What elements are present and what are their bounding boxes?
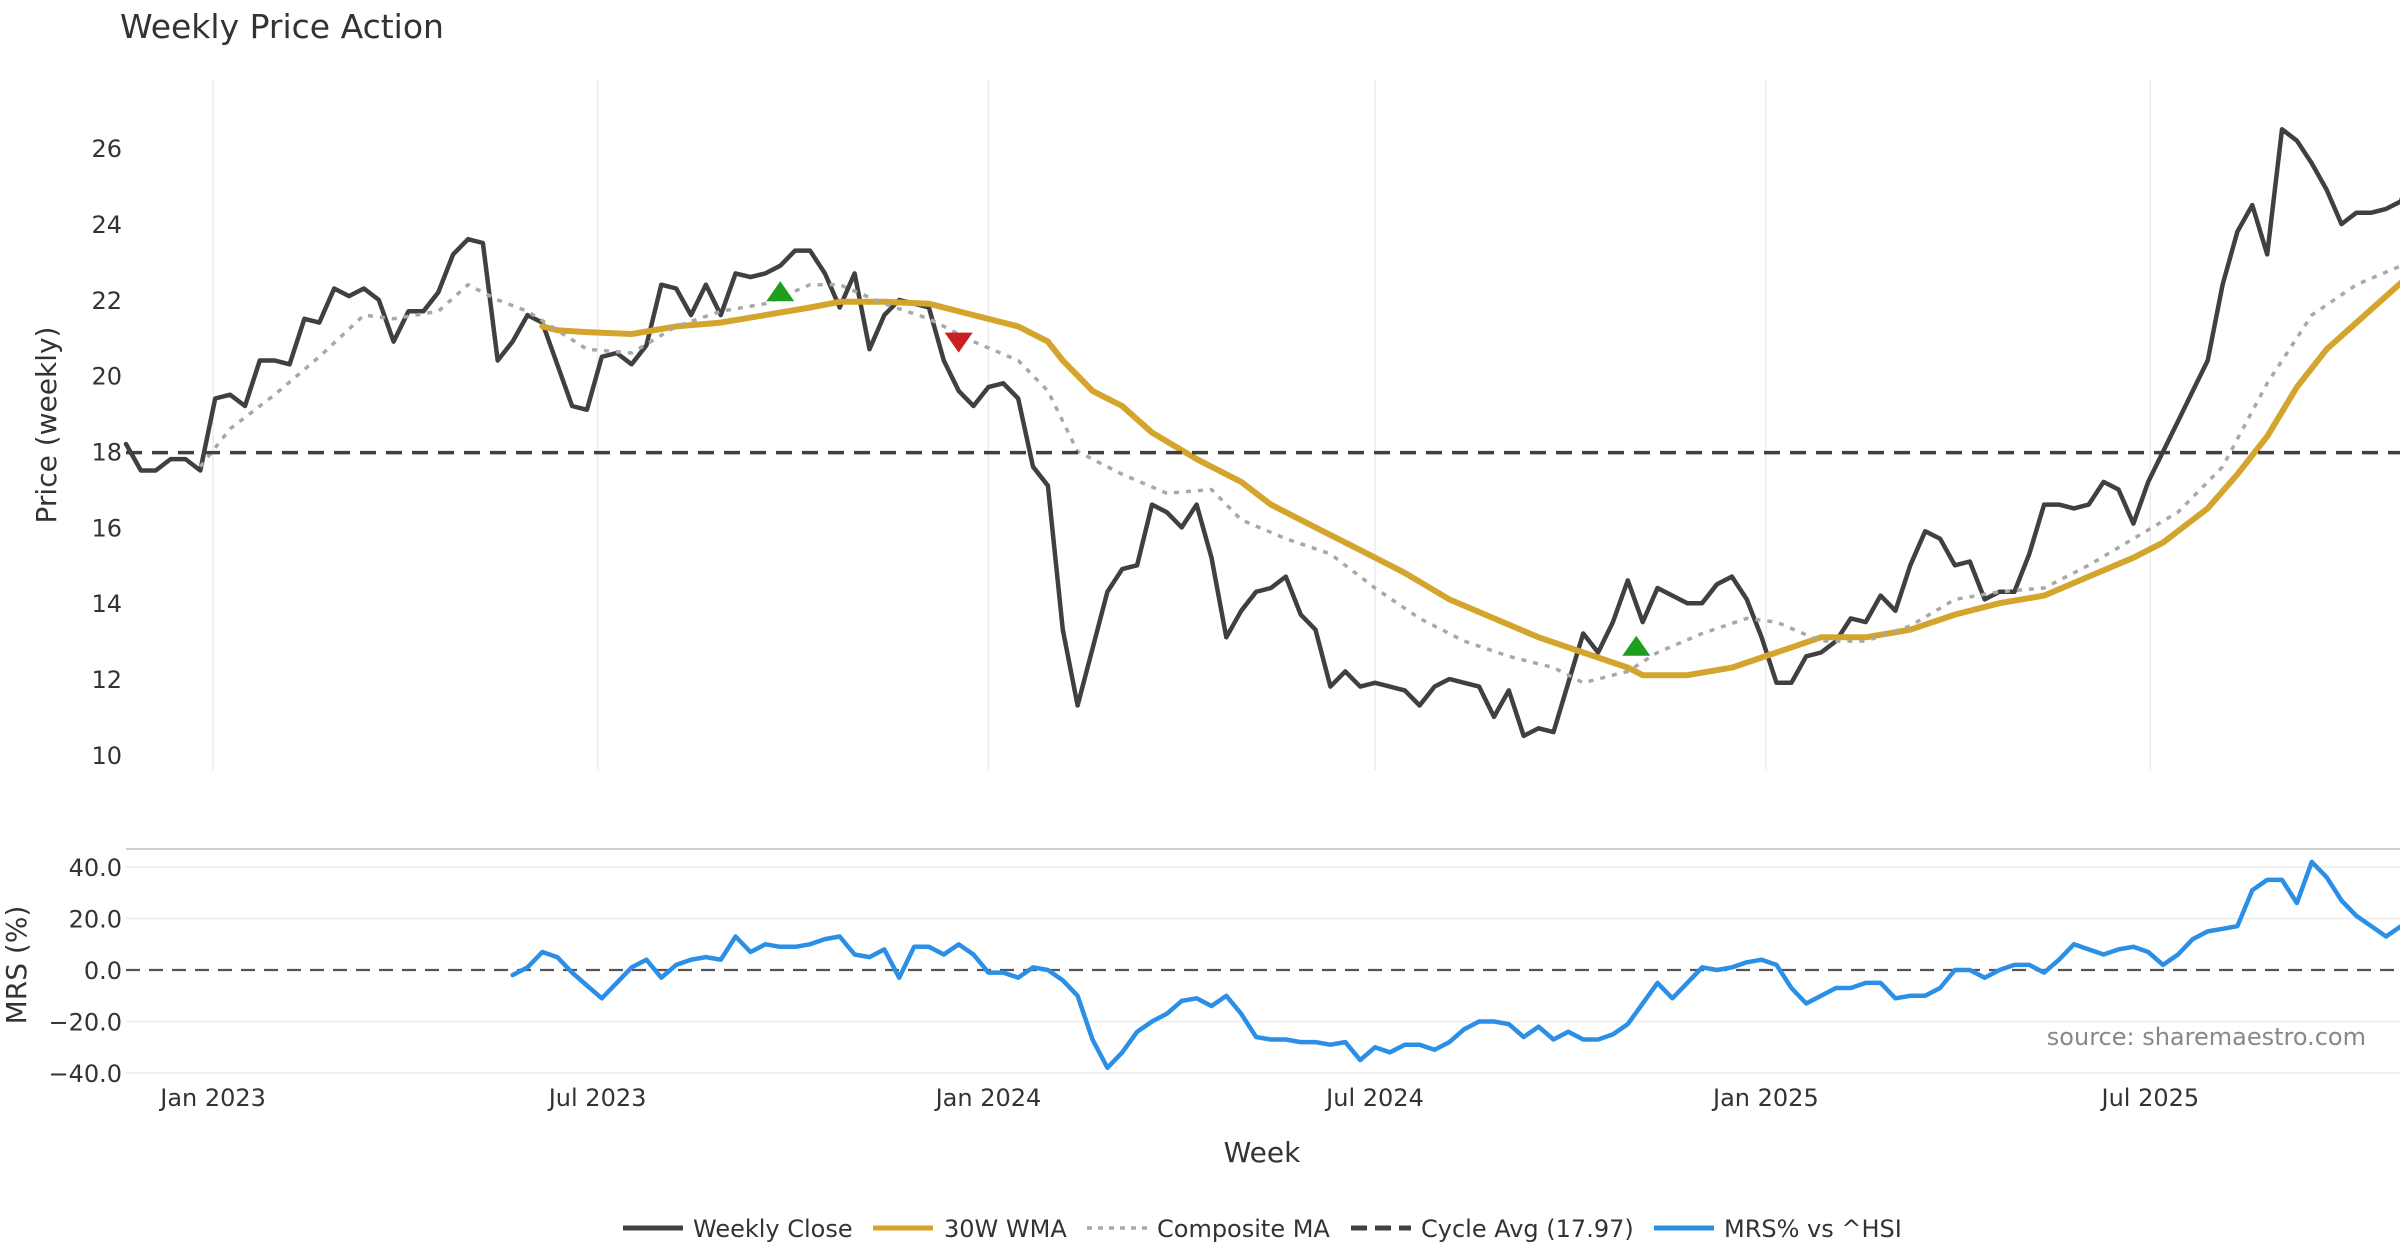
- series-line-composite-ma: [198, 264, 2400, 685]
- legend-label-4: MRS% vs ^HSI: [1724, 1215, 1902, 1243]
- x-tick-0: Jan 2023: [158, 1084, 266, 1112]
- price-y-tick-16: 16: [91, 514, 122, 542]
- mrs-y-tick-1: 20.0: [69, 906, 122, 934]
- price-panel: 10 12 14 16 18 20 22 24 26 Price (weekly): [30, 80, 2400, 770]
- price-y-tick-10: 10: [91, 742, 122, 770]
- legend-label-2: Composite MA: [1157, 1215, 1330, 1243]
- price-y-axis-label: Price (weekly): [30, 327, 63, 524]
- sell-signal-marker-1: [944, 332, 973, 353]
- price-y-tick-20: 20: [91, 363, 122, 391]
- signal-markers: [766, 281, 1651, 656]
- price-gridlines: [212, 80, 2152, 770]
- chart-legend: Weekly Close 30W WMA Composite MA Cycle Avg…: [623, 1215, 1902, 1243]
- price-y-tick-24: 24: [91, 211, 122, 239]
- series-line-30w-wma: [539, 279, 2400, 679]
- mrs-y-ticks: 40.0 20.0 0.0 −40.0 −20.0: [48, 854, 122, 1088]
- buy-signal-marker-0: [766, 281, 795, 302]
- series-line-weekly-close: [123, 127, 2400, 739]
- series-line-mrs-vs-hsi: [510, 859, 2400, 1071]
- x-tick-3: Jul 2024: [1324, 1084, 1424, 1112]
- price-y-tick-26: 26: [91, 135, 122, 163]
- x-axis-label: Week: [1224, 1136, 1301, 1169]
- price-y-tick-18: 18: [91, 439, 122, 467]
- mrs-gridlines: [126, 848, 2400, 1074]
- mrs-y-tick-4: −20.0: [48, 1009, 122, 1037]
- price-y-tick-14: 14: [91, 590, 122, 618]
- x-axis-ticks: Jan 2023 Jul 2023 Jan 2024 Jul 2024 Jan 2025…: [158, 1084, 2199, 1112]
- chart-title: Weekly Price Action: [120, 7, 444, 46]
- mrs-y-tick-3: −40.0: [48, 1060, 122, 1088]
- price-y-tick-12: 12: [91, 666, 122, 694]
- legend-label-0: Weekly Close: [693, 1215, 853, 1243]
- mrs-y-tick-0: 40.0: [69, 854, 122, 882]
- source-note: source: sharemaestro.com: [2047, 1023, 2366, 1051]
- x-tick-1: Jul 2023: [547, 1084, 647, 1112]
- legend-label-1: 30W WMA: [944, 1215, 1067, 1243]
- price-series: [123, 127, 2400, 739]
- mrs-series: [510, 859, 2400, 1071]
- mrs-y-axis-label: MRS (%): [0, 906, 33, 1025]
- price-y-ticks: 10 12 14 16 18 20 22 24 26: [91, 135, 122, 770]
- buy-signal-marker-2: [1622, 635, 1651, 656]
- price-y-tick-22: 22: [91, 287, 122, 315]
- x-tick-2: Jan 2024: [934, 1084, 1042, 1112]
- legend-label-3: Cycle Avg (17.97): [1421, 1215, 1634, 1243]
- x-tick-4: Jan 2025: [1711, 1084, 1819, 1112]
- mrs-panel: 40.0 20.0 0.0 −40.0 −20.0 MRS (%) source: sh…: [0, 848, 2400, 1088]
- mrs-y-tick-2: 0.0: [84, 957, 122, 985]
- x-tick-5: Jul 2025: [2100, 1084, 2200, 1112]
